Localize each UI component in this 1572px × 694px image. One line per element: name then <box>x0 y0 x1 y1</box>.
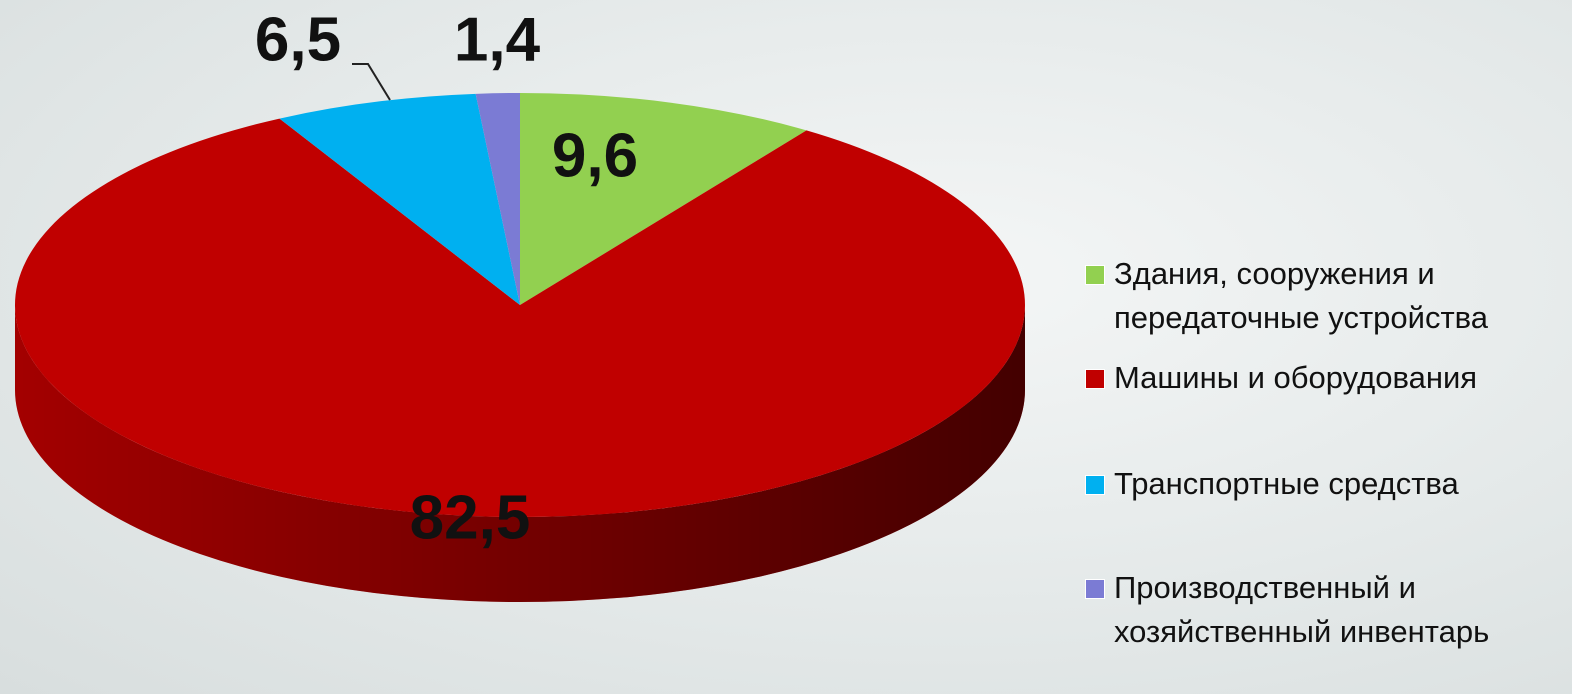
slice <box>475 93 520 305</box>
legend-swatch <box>1085 579 1105 599</box>
slice <box>14 118 1025 517</box>
legend-item: Здания, сооружения и передаточные устрой… <box>1085 252 1565 340</box>
legend-item: Производственный и хозяйственный инвента… <box>1085 566 1565 654</box>
slice <box>520 93 807 305</box>
legend-label: Транспортные средства <box>1114 466 1459 501</box>
legend-swatch <box>1085 265 1105 285</box>
value-label: 6,5 <box>255 5 341 74</box>
slice-side-shade <box>15 305 1025 602</box>
value-label: 9,6 <box>552 121 638 190</box>
slice <box>279 93 520 305</box>
legend-item: Транспортные средства <box>1085 462 1565 506</box>
legend-label: Здания, сооружения и передаточные устрой… <box>1114 256 1488 335</box>
legend-label: Машины и оборудования <box>1114 360 1478 395</box>
legend-swatch <box>1085 475 1105 495</box>
value-label: 1,4 <box>454 5 541 74</box>
legend-label: Производственный и хозяйственный инвента… <box>1114 570 1490 649</box>
value-label: 82,5 <box>410 483 531 552</box>
legend-swatch <box>1085 369 1105 389</box>
leader-line <box>352 63 391 101</box>
legend-item: Машины и оборудования <box>1085 356 1565 400</box>
